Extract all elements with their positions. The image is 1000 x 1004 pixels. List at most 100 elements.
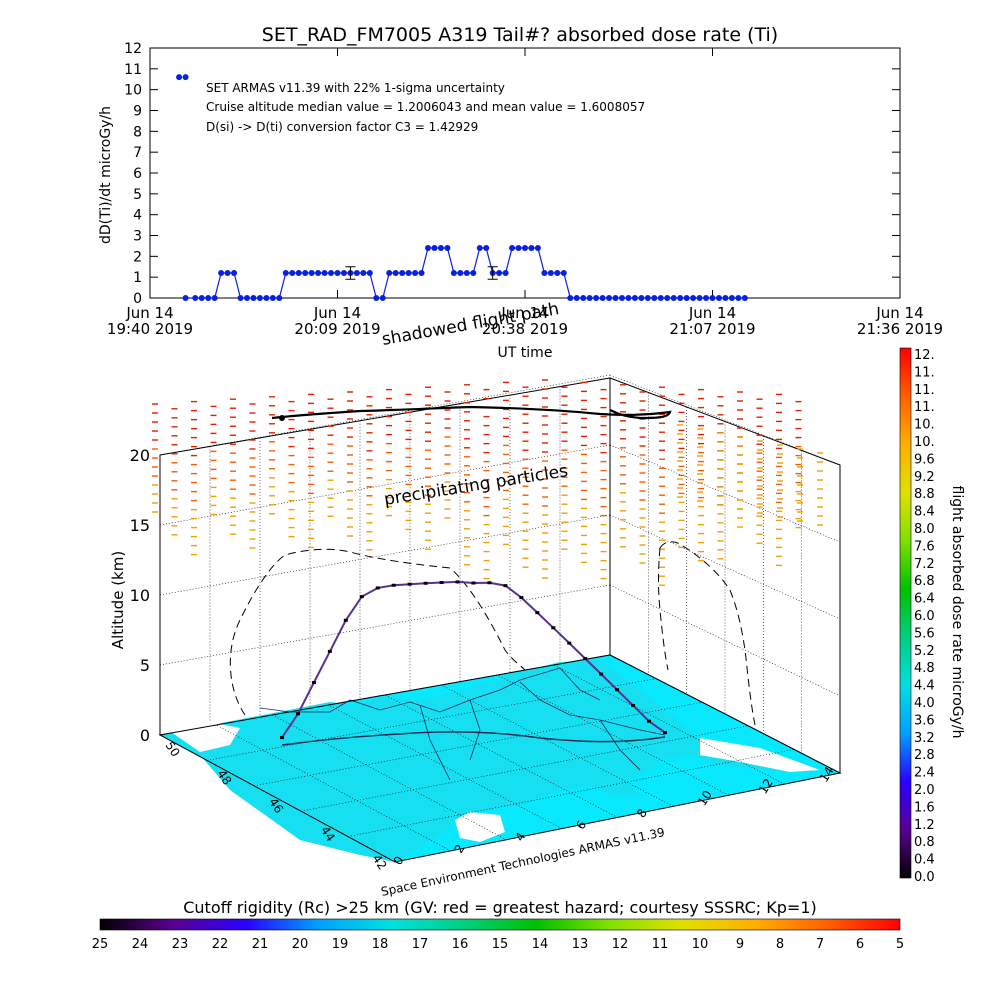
floor-lon-gridline	[328, 704, 563, 829]
flight-altitude-mark	[487, 581, 492, 585]
bottom-colorbar-tick-label: 24	[132, 937, 149, 952]
top-x-tick-label-date: Jun 14	[875, 304, 923, 322]
shadowed-flight-path-top	[271, 405, 672, 420]
top-data-point	[379, 295, 386, 301]
floor-lat-gridline	[206, 678, 657, 761]
right-colorbar-tick-label: 8.4	[914, 505, 935, 520]
flight-altitude-mark	[280, 736, 284, 740]
top-data-point	[470, 270, 477, 276]
bottom-colorbar-tick-label: 23	[172, 937, 189, 952]
right-colorbar	[899, 347, 912, 879]
bottom-colorbar-tick-label: 9	[736, 937, 744, 952]
top-y-tick-label: 1	[133, 270, 142, 286]
top-data-point	[703, 295, 710, 301]
flight-altitude-mark	[327, 649, 332, 653]
flight-altitude-mark	[391, 583, 396, 587]
top-x-tick-label-time: 20:09 2019	[294, 320, 380, 338]
bottom-colorbar-ticks: 25 24 23 22 21 20 19 18 17 16 15 14 13 12 11 10 9 8 7 6 5	[92, 937, 904, 952]
top-data-point	[573, 295, 580, 301]
right-colorbar-tick-label: 4.4	[914, 679, 935, 694]
altitude-tick-label: 10	[130, 586, 150, 605]
top-data-point	[580, 295, 587, 301]
bottom-colorbar-tick-label: 7	[816, 937, 824, 952]
flight-altitude-mark	[407, 582, 412, 586]
floor-lat-gridline	[347, 749, 795, 837]
flight-altitude-mark	[519, 596, 524, 600]
top-data-point	[599, 295, 606, 301]
top-data-point	[644, 295, 651, 301]
bottom-colorbar-tick-label: 25	[92, 937, 109, 952]
bottom-colorbar	[99, 918, 901, 931]
right-colorbar-tick-label: 10.	[914, 418, 935, 433]
top-data-point	[728, 295, 735, 301]
top-data-point	[677, 295, 684, 301]
longitude-tick-label: 14	[817, 764, 837, 784]
top-annotation-2: Cruise altitude median value = 1.2006043…	[206, 100, 645, 114]
floor-lon-gridline	[272, 714, 507, 841]
altitude-axis-label: Altitude (km)	[109, 551, 127, 649]
top-data-point	[657, 295, 664, 301]
top-data-point	[735, 295, 742, 301]
top-data-point	[431, 245, 438, 251]
map-land	[160, 660, 840, 862]
flight-altitude-mark	[311, 681, 316, 685]
top-y-tick-label: 12	[124, 41, 142, 57]
top-chart-series	[176, 74, 748, 301]
flight-altitude-mark	[471, 581, 476, 585]
bottom-colorbar-tick-label: 22	[212, 937, 229, 952]
top-data-point	[243, 295, 250, 301]
right-colorbar-tick-label: 2.4	[914, 766, 935, 781]
top-data-point	[709, 295, 716, 301]
longitude-tick-label: 12	[756, 776, 776, 796]
top-data-point	[315, 270, 322, 276]
right-colorbar-tick-label: 8.0	[914, 522, 935, 537]
map-white-patch-east	[700, 738, 820, 772]
top-data-point	[618, 295, 625, 301]
top-data-point	[457, 270, 464, 276]
bottom-colorbar-tick-label: 16	[452, 937, 469, 952]
top-y-tick-label: 6	[133, 166, 142, 182]
top-chart-x-label: UT time	[498, 345, 553, 361]
top-data-point	[509, 245, 516, 251]
top-data-point	[263, 295, 270, 301]
top-data-point	[741, 295, 748, 301]
shadowed-dashed-profile-right-inner	[658, 547, 669, 671]
top-y-tick-label: 5	[133, 187, 142, 203]
top-data-point	[192, 295, 199, 301]
top-annotation-3: D(si) -> D(ti) conversion factor C3 = 1.…	[206, 120, 478, 134]
bottom-colorbar-title: Cutoff rigidity (Rc) >25 km (GV: red = g…	[183, 898, 817, 917]
right-colorbar-tick-label: 3.2	[914, 731, 935, 746]
bottom-colorbar-tick-label: 17	[412, 937, 429, 952]
right-colorbar-tick-label: 7.6	[914, 539, 935, 554]
altitude-tick-label: 5	[140, 656, 150, 675]
top-chart-title: SET_RAD_FM7005 A319 Tail#? absorbed dose…	[262, 24, 778, 46]
flight-ground-track	[281, 731, 666, 746]
flight-altitude-mark	[375, 586, 380, 590]
top-y-tick-label: 2	[133, 249, 142, 265]
top-x-tick-label-date: Jun 14	[313, 304, 361, 322]
top-data-point	[289, 270, 296, 276]
altitude-tick-label: 20	[130, 446, 150, 465]
top-data-point	[606, 295, 613, 301]
top-x-tick-label-date: Jun 14	[688, 304, 736, 322]
top-x-tick-label-time: 21:07 2019	[669, 320, 755, 338]
top-data-point	[534, 245, 541, 251]
bottom-colorbar-tick-label: 5	[896, 937, 904, 952]
right-colorbar-tick-label: 2.8	[914, 748, 935, 763]
top-data-point	[496, 270, 503, 276]
map-floor-frame	[158, 654, 842, 863]
altitude-gridline-left	[159, 374, 611, 456]
flight-altitude-mark	[551, 626, 556, 630]
right-colorbar-tick-label: 0.4	[914, 853, 935, 868]
right-colorbar-tick-label: 9.2	[914, 470, 935, 485]
top-data-point	[386, 270, 393, 276]
top-data-point	[554, 270, 561, 276]
altitude-axis: 0 5 10 15 20	[130, 446, 150, 745]
top-y-tick-label: 9	[133, 104, 142, 120]
shadowed-flight-path-start	[279, 415, 285, 421]
top-data-point	[651, 295, 658, 301]
top-chart-y-label: dD(Ti)/dt microGy/h	[98, 106, 114, 244]
right-colorbar-tick-label: 1.2	[914, 818, 935, 833]
